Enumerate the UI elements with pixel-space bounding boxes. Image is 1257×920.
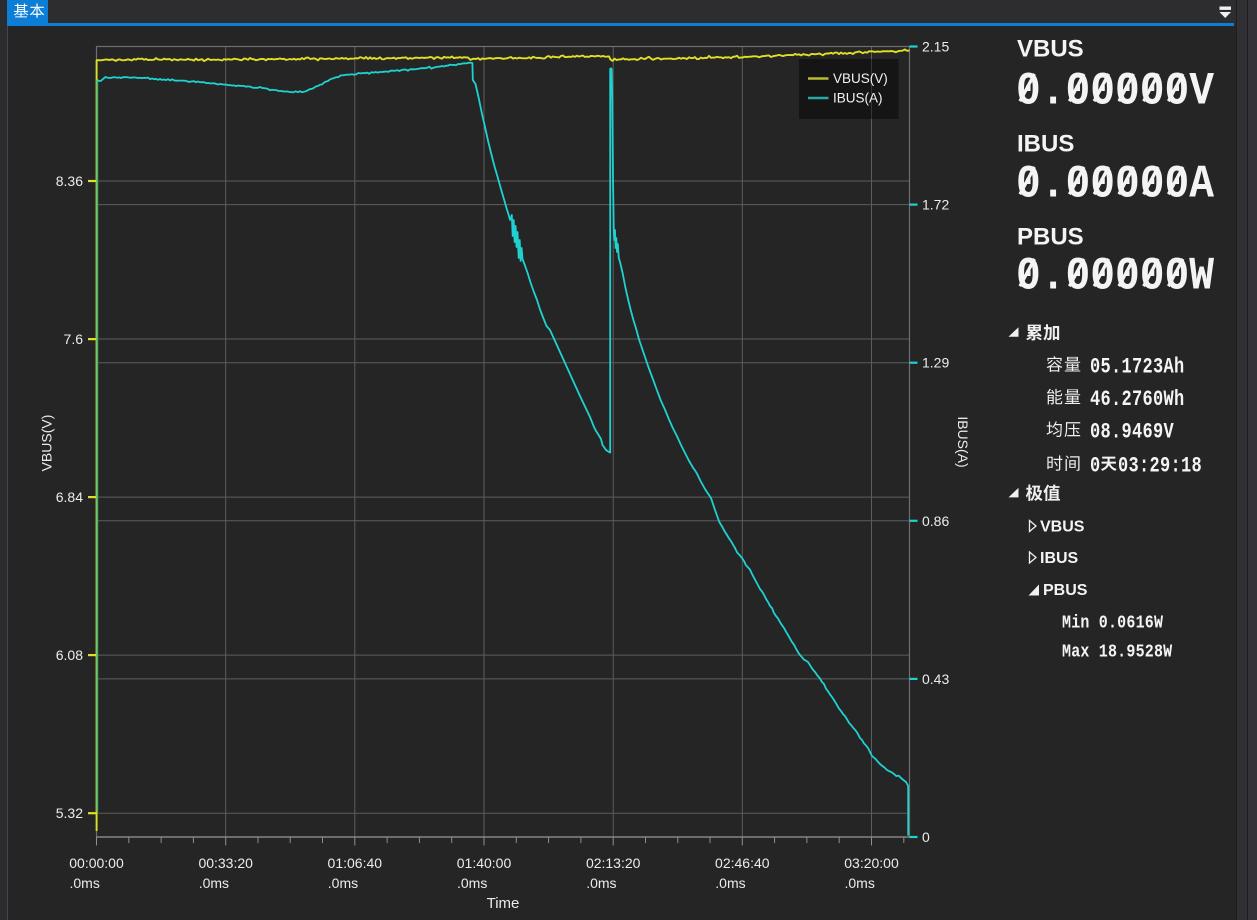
svg-text:6.08: 6.08: [56, 647, 83, 663]
svg-text:0.00000A: 0.00000A: [1016, 160, 1215, 212]
svg-text:.0ms: .0ms: [715, 875, 745, 891]
svg-text:.0ms: .0ms: [328, 875, 358, 891]
svg-text:PBUS: PBUS: [1043, 582, 1088, 599]
svg-text:0.86: 0.86: [922, 513, 949, 529]
svg-text:PBUS: PBUS: [1017, 224, 1084, 251]
svg-text:.0ms: .0ms: [845, 875, 875, 891]
svg-text:Time: Time: [487, 895, 520, 912]
svg-text:.0ms: .0ms: [457, 875, 487, 891]
svg-text:6.84: 6.84: [56, 489, 83, 505]
svg-text:0.00000V: 0.00000V: [1016, 67, 1215, 119]
svg-text:.0ms: .0ms: [586, 875, 616, 891]
svg-text:1.29: 1.29: [922, 355, 949, 371]
svg-text:2.15: 2.15: [922, 39, 949, 55]
svg-text:02:46:40: 02:46:40: [715, 855, 770, 871]
svg-text:Min 0.0616W: Min 0.0616W: [1062, 613, 1164, 634]
svg-text:0: 0: [1090, 453, 1100, 478]
svg-text:IBUS(A): IBUS(A): [833, 91, 883, 106]
svg-text:5.32: 5.32: [56, 805, 83, 821]
svg-text:VBUS: VBUS: [1017, 36, 1084, 63]
svg-text:7.6: 7.6: [64, 331, 84, 347]
svg-text:VBUS(V): VBUS(V): [39, 415, 55, 472]
svg-text:05.1723Ah: 05.1723Ah: [1090, 354, 1184, 379]
svg-text:.0ms: .0ms: [199, 875, 229, 891]
svg-text:Max 18.9528W: Max 18.9528W: [1062, 642, 1173, 663]
svg-text:03:20:00: 03:20:00: [844, 855, 899, 871]
svg-text:46.2760Wh: 46.2760Wh: [1090, 387, 1184, 412]
svg-text:IBUS: IBUS: [1040, 550, 1079, 567]
svg-text:8.36: 8.36: [56, 173, 83, 189]
svg-text:0.43: 0.43: [922, 671, 949, 687]
svg-text:02:13:20: 02:13:20: [586, 855, 641, 871]
svg-text:VBUS(V): VBUS(V): [833, 71, 888, 86]
svg-text:08.9469V: 08.9469V: [1090, 419, 1174, 444]
svg-text:VBUS: VBUS: [1040, 519, 1085, 536]
svg-text:0: 0: [922, 829, 930, 845]
svg-text:01:06:40: 01:06:40: [328, 855, 383, 871]
svg-text:IBUS(A): IBUS(A): [955, 416, 971, 467]
svg-text:0.00000W: 0.00000W: [1016, 252, 1215, 304]
svg-text:01:40:00: 01:40:00: [457, 855, 512, 871]
svg-text:03:29:18: 03:29:18: [1118, 453, 1202, 478]
svg-text:00:33:20: 00:33:20: [198, 855, 253, 871]
svg-text:IBUS: IBUS: [1017, 131, 1074, 158]
svg-text:00:00:00: 00:00:00: [69, 855, 124, 871]
svg-text:.0ms: .0ms: [70, 875, 100, 891]
svg-text:1.72: 1.72: [922, 197, 949, 213]
